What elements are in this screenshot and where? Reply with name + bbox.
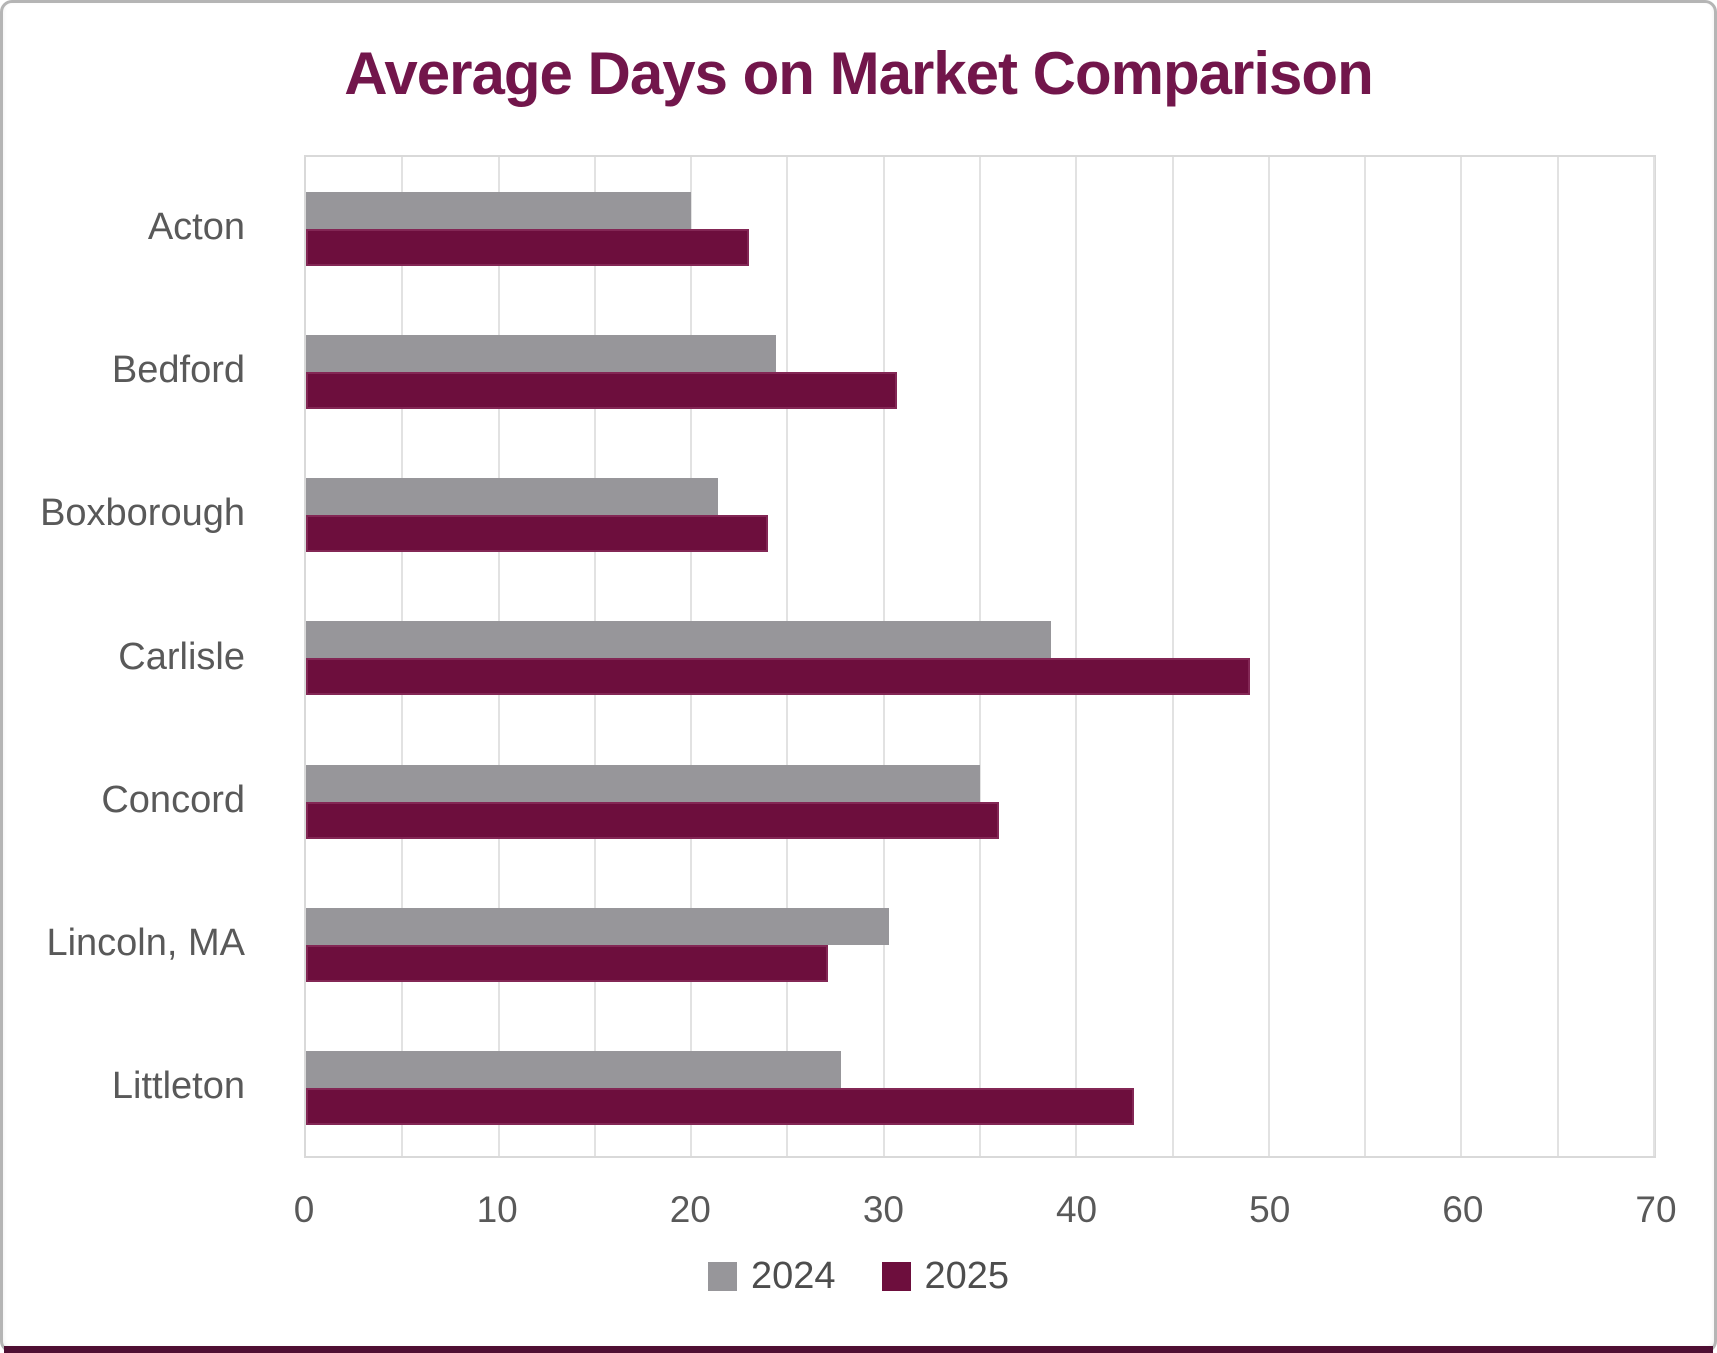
bar-group-lincoln-ma [306,873,1654,1016]
bar-2024-bedford [306,334,776,372]
bar-2024-lincoln-ma [306,908,890,946]
x-axis-tick-label-60: 60 [1442,1189,1484,1230]
x-axis-tick-label-0: 0 [293,1189,315,1230]
legend-label-2025: 2025 [924,1255,1010,1297]
bar-2025-bedford [306,371,898,409]
bar-2025-concord [306,801,1000,839]
legend-swatch-2025 [881,1262,911,1291]
legend-item-2024: 2024 [707,1255,836,1298]
x-axis-tick-label-50: 50 [1249,1189,1291,1230]
gridline-40 [1075,157,1078,1156]
bar-2025-carlisle [306,658,1250,696]
gridline-50 [1267,157,1270,1156]
bar-2024-acton [306,191,692,229]
category-label-acton: Acton [147,205,245,248]
bar-group-carlisle [306,587,1654,730]
bar-2025-lincoln-ma [306,945,828,983]
x-axis-tick-label-30: 30 [862,1189,904,1230]
category-label-concord: Concord [101,778,245,821]
bar-group-bedford [306,300,1654,443]
bar-2024-littleton [306,1051,842,1089]
category-label-bedford: Bedford [111,348,245,391]
bar-2024-carlisle [306,621,1052,659]
legend-item-2025: 2025 [881,1255,1010,1298]
bottom-accent-bar [4,1346,1713,1353]
bar-2025-littleton [306,1088,1135,1126]
chart-title: Average Days on Market Comparison [344,40,1373,107]
bar-2025-boxborough [306,515,769,553]
legend-swatch-2024 [707,1262,737,1291]
legend-label-2024: 2024 [750,1255,836,1297]
gridline-60 [1460,157,1463,1156]
bar-2025-acton [306,228,749,266]
x-axis-tick-label-20: 20 [669,1189,711,1230]
category-label-boxborough: Boxborough [40,492,245,535]
gridline-65 [1556,157,1559,1156]
category-label-carlisle: Carlisle [118,635,245,678]
bar-group-littleton [306,1017,1654,1160]
legend: 2024 2025 [3,1255,1714,1298]
bar-2024-boxborough [306,478,719,516]
x-axis-tick-label-10: 10 [476,1189,518,1230]
bar-group-concord [306,730,1654,873]
x-axis-tick-label-70: 70 [1635,1189,1677,1230]
category-label-lincoln-ma: Lincoln, MA [46,922,245,965]
category-label-littleton: Littleton [111,1065,245,1108]
plot-area [304,155,1656,1158]
gridline-55 [1364,157,1367,1156]
gridline-70 [1653,157,1655,1156]
bar-2024-concord [306,764,980,802]
gridline-45 [1171,157,1174,1156]
bar-group-acton [306,157,1654,300]
bar-group-boxborough [306,444,1654,587]
x-axis-tick-label-40: 40 [1055,1189,1098,1230]
